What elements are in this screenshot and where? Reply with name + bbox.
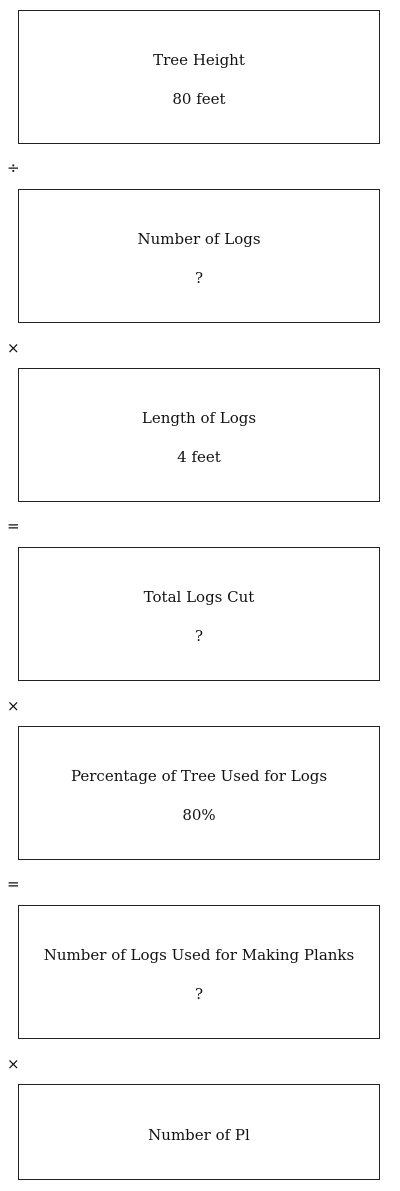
box-value: ? (194, 985, 204, 1003)
box-value: ? (194, 269, 204, 287)
box-label: Number of Logs Used for Making Planks (43, 946, 355, 964)
box-label: Length of Logs (141, 409, 257, 427)
equals-operator: = (7, 875, 20, 893)
multiply-operator: × (7, 697, 20, 715)
equals-operator: = (7, 517, 20, 535)
box-length-of-logs: Length of Logs 4 feet (18, 368, 380, 502)
box-value: 4 feet (177, 448, 221, 466)
box-total-logs-cut: Total Logs Cut ? (18, 547, 380, 681)
box-label: Percentage of Tree Used for Logs (70, 767, 328, 785)
multiply-operator: × (7, 1055, 20, 1073)
box-number-of-planks: Number of Pl (18, 1084, 380, 1180)
box-label: Number of Logs (137, 230, 261, 248)
box-logs-for-planks: Number of Logs Used for Making Planks ? (18, 905, 380, 1039)
box-label: Number of Pl (148, 1126, 250, 1144)
multiply-operator: × (7, 339, 20, 357)
box-label: Tree Height (153, 51, 245, 69)
box-value: 80% (182, 806, 216, 824)
divide-operator: ÷ (7, 159, 20, 177)
box-percentage-used: Percentage of Tree Used for Logs 80% (18, 726, 380, 860)
box-tree-height: Tree Height 80 feet (18, 10, 380, 144)
box-value: 80 feet (172, 90, 226, 108)
box-number-of-logs: Number of Logs ? (18, 189, 380, 323)
box-value: ? (194, 627, 204, 645)
box-label: Total Logs Cut (143, 588, 255, 606)
